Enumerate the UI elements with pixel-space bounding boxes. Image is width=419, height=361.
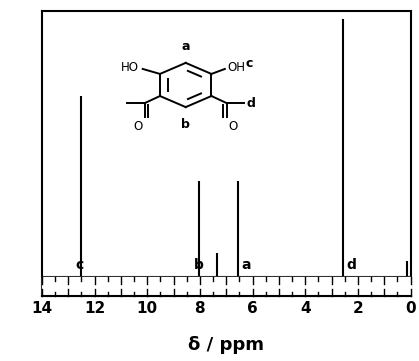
Text: c: c [75,258,84,272]
Text: a: a [241,258,251,272]
Text: δ / ppm: δ / ppm [188,336,264,354]
Text: b: b [194,258,204,272]
Bar [42,277,411,296]
Text: d: d [347,258,357,272]
